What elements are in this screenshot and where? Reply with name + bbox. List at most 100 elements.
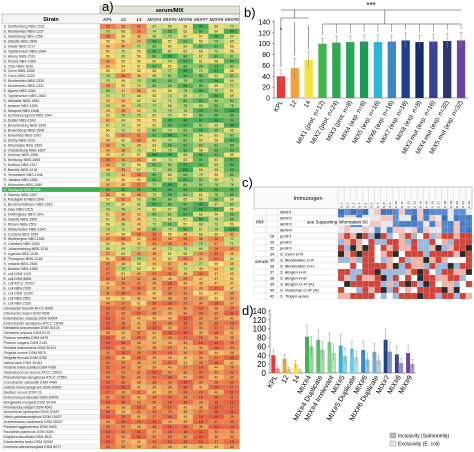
c-heat-cell — [453, 286, 460, 294]
c-heat-cell — [337, 256, 345, 264]
c-heat-cell — [453, 226, 460, 234]
heatmap-cell-value: 34 — [121, 346, 125, 350]
c-heat-cell — [447, 232, 454, 240]
heatmap-cell-value: 72 — [152, 193, 156, 197]
heatmap-cell-value: 93 — [230, 168, 234, 172]
heatmap-cell-value: 57 — [106, 198, 110, 202]
c-heat-cell — [465, 274, 473, 282]
c-heat-cell — [465, 292, 473, 300]
heatmap-cell-value: 96 — [199, 153, 203, 157]
heatmap-cell-value: 33 — [199, 316, 203, 320]
c-heat-cell — [459, 226, 466, 234]
heatmap-cell-value: 23 — [121, 430, 125, 434]
c-heat-cell — [344, 256, 351, 264]
heatmap-cell-value: 44 — [121, 410, 125, 414]
heatmap-cell-value: 13 — [106, 440, 110, 444]
legend-label-exclusivity: Exclusivity (E. coli) — [398, 442, 440, 448]
heatmap-cell-value: 31 — [106, 351, 110, 355]
heatmap-cell-value: 36 — [106, 420, 110, 424]
heatmap-cell-value: 50 — [137, 109, 141, 113]
heatmap-cell-value: 16 — [214, 346, 218, 350]
c-heat-cell — [417, 286, 424, 294]
strain-name-label: S. Heidelberg NBS-1558 — [4, 35, 43, 39]
heatmap-cell-value: 88 — [214, 198, 218, 202]
bar — [429, 41, 438, 98]
heatmap-cell-value: 40 — [168, 326, 172, 330]
heatmap-cell-value: 72 — [214, 222, 218, 226]
heatmap-cell-value: 75 — [168, 227, 172, 231]
heatmap-cell-value: 34 — [137, 252, 141, 256]
c-heat-cell — [398, 250, 406, 258]
heatmap-cell-value: 25 — [214, 321, 218, 325]
heatmap-cell-value: 25 — [230, 341, 234, 345]
heatmap-cell-value: 23 — [152, 321, 156, 325]
c-heat-cell — [368, 232, 375, 240]
c-heat-cell — [344, 286, 351, 294]
heatmap-cell-value: 21 — [214, 326, 218, 330]
heatmap-cell-value: 66 — [137, 94, 141, 98]
c-col-header-label: S. 10 — [394, 201, 398, 208]
c-id-cell — [265, 214, 279, 222]
heatmap-cell-value: 38 — [199, 405, 203, 409]
heatmap-cell-value: 28 — [121, 321, 125, 325]
heatmap-cell-value: 53 — [137, 119, 141, 123]
heatmap-cell-value: 64 — [199, 138, 203, 142]
strain-name-label: Staphylococcus aureus ATCC 25923 — [4, 371, 62, 375]
strain-name-label: S. Bovismorbificans NBS-1552 — [4, 203, 53, 207]
heatmap-cell-value: 40 — [230, 316, 234, 320]
heatmap-cell-value: 90 — [183, 143, 187, 147]
heatmap-cell-value: 95 — [168, 188, 172, 192]
heatmap-cell-value: 54 — [121, 69, 125, 73]
c-heat-cell — [429, 220, 436, 228]
heatmap-cell-value: 75 — [137, 79, 141, 83]
heatmap-cell-value: 35 — [137, 361, 141, 365]
c-heat-cell — [350, 292, 357, 300]
heatmap-cell-value: 57 — [137, 64, 141, 68]
heatmap-cell-value: 38 — [230, 351, 234, 355]
strain-name-label: S. Saintpaul NBS-1656 — [4, 188, 41, 192]
heatmap-cell-value: 28 — [106, 376, 110, 380]
heatmap-cell-value: 44 — [121, 99, 125, 103]
heatmap-cell-value: 19 — [121, 415, 125, 419]
heatmap-cell-value: 33 — [199, 326, 203, 330]
heatmap-cell-value: 38 — [152, 252, 156, 256]
heatmap-cell-value: 30 — [168, 336, 172, 340]
heatmap-cell-value: 19 — [214, 400, 218, 404]
c-heat-cell — [398, 244, 406, 252]
heatmap-cell-value: 100 — [229, 227, 235, 231]
heatmap-cell-value: 71 — [168, 99, 172, 103]
heatmap-cell-value: 64 — [152, 138, 156, 142]
y-tick-label: 20 — [257, 360, 266, 369]
c-heat-cell — [404, 256, 412, 264]
heatmap-cell-value: 25 — [106, 25, 110, 29]
heatmap-cell-value: 36 — [214, 336, 218, 340]
heatmap-cell-value: 27 — [183, 301, 187, 305]
heatmap-cell-value: 91 — [183, 40, 187, 44]
c-heat-cell — [380, 286, 387, 294]
heatmap-cell-value: 78 — [230, 104, 234, 108]
heatmap-cell-value: 11 — [168, 331, 172, 335]
heatmap-cell-value: 97 — [214, 69, 218, 73]
c-heat-cell — [441, 244, 448, 252]
x-tick-label: 14 — [292, 374, 302, 384]
heatmap-cell-value: 22 — [199, 336, 203, 340]
heatmap-cell-value: 95 — [199, 129, 203, 133]
bar-inclusivity — [293, 364, 298, 373]
c-col-header-label: S. 5 — [364, 202, 368, 208]
c-heat-cell — [386, 250, 393, 258]
c-heat-cell — [398, 274, 406, 282]
c-heat-cell — [459, 250, 466, 258]
strain-name-label: S. Weltevreden NBS-1540 — [4, 227, 46, 231]
significance-small-label: * — [280, 28, 283, 34]
heatmap-cell-value: 28 — [214, 381, 218, 385]
c-heat-cell — [435, 250, 442, 258]
heatmap-cell-value: 83 — [152, 45, 156, 49]
heatmap-cell-value: 17 — [183, 336, 187, 340]
strain-name-label: S. Anatum NBS-1565 — [4, 267, 38, 271]
c-row-id: 42 — [270, 294, 275, 299]
c-heat-cell — [374, 226, 381, 234]
heatmap-cell-value: 49 — [199, 267, 203, 271]
heatmap-cell-value: 58 — [214, 138, 218, 142]
c-row-label: MIXF4 — [280, 228, 293, 233]
strain-name-label: S. Javiana NBS-1561 — [4, 178, 38, 182]
